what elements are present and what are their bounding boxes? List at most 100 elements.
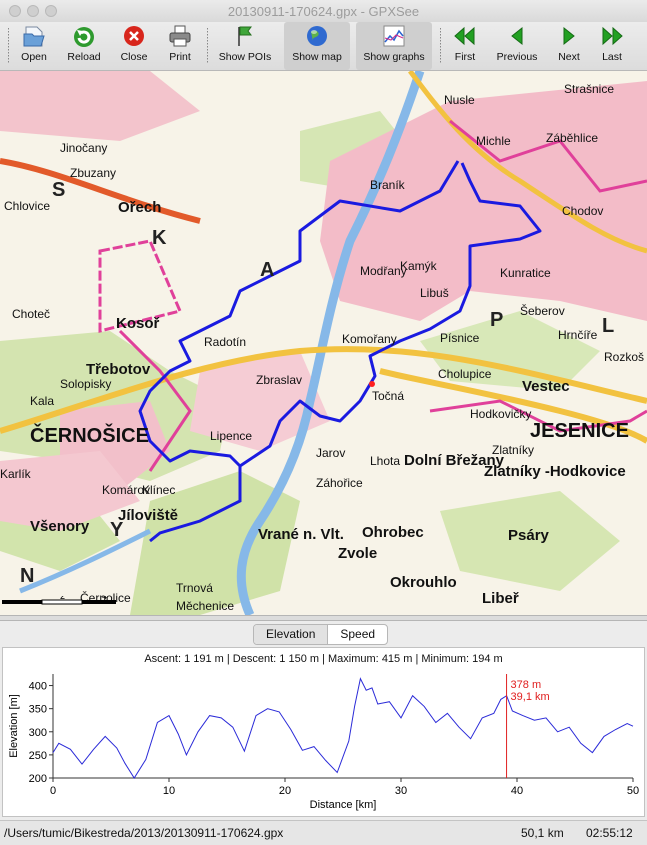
last-icon xyxy=(602,26,623,46)
total-distance: 50,1 km xyxy=(521,826,564,840)
map-label: Zbuzany xyxy=(70,166,117,180)
previous-button[interactable]: Previous xyxy=(493,22,541,70)
x-tick-label: 40 xyxy=(511,785,523,797)
border-line xyxy=(118,329,192,472)
map-label: Zlatníky -Hodkovice xyxy=(484,463,626,480)
map-label: Psáry xyxy=(508,527,549,544)
next-button[interactable]: Next xyxy=(552,22,586,70)
map-label: Ohrobec xyxy=(362,524,424,541)
map-label: Točná xyxy=(372,389,405,403)
map-label: Vrané n. Vlt. xyxy=(258,526,344,543)
map-label: Kunratice xyxy=(500,266,551,280)
map-label: Měchenice xyxy=(176,599,235,613)
previous-icon xyxy=(511,26,523,46)
title-bar: 20130911-170624.gpx - GPXSee xyxy=(0,0,647,23)
tab-elevation[interactable]: Elevation xyxy=(254,625,328,644)
total-time: 02:55:12 xyxy=(586,826,633,840)
previous-label: Previous xyxy=(496,51,538,63)
border-line xyxy=(429,399,647,433)
cursor-distance-label: 39,1 km xyxy=(511,691,550,703)
close-window-button[interactable] xyxy=(9,5,21,17)
elevation-graph[interactable]: Ascent: 1 191 m | Descent: 1 150 m | Max… xyxy=(2,647,645,817)
forest-area xyxy=(130,471,300,615)
position-marker xyxy=(369,381,375,387)
map-label: Trnová xyxy=(176,581,213,595)
y-tick-label: 200 xyxy=(29,773,47,785)
status-bar: /Users/tumic/Bikestreda/2013/20130911-17… xyxy=(0,820,647,845)
zoom-window-button[interactable] xyxy=(45,5,57,17)
border-line xyxy=(98,239,183,333)
tab-speed[interactable]: Speed xyxy=(327,625,387,644)
show-map-label: Show map xyxy=(292,51,342,63)
map-label: Modřany xyxy=(360,264,407,278)
river xyxy=(236,71,425,615)
toolbar: Open Reload Close Print Show POIs xyxy=(0,22,647,71)
river xyxy=(19,528,152,594)
toolbar-separator xyxy=(440,28,441,64)
close-icon xyxy=(124,26,144,46)
map-label: Cholupice xyxy=(438,367,492,381)
map-canvas xyxy=(0,71,647,615)
last-button[interactable]: Last xyxy=(595,22,629,70)
scale-label: 4 xyxy=(102,596,107,601)
map-label: Libuš xyxy=(420,286,449,300)
map-view[interactable]: Jinočany Zbuzany Ořech Chlovice Choteč K… xyxy=(0,71,647,615)
x-axis-label: Distance [km] xyxy=(310,799,377,811)
globe-icon xyxy=(307,26,327,46)
map-scale-bar: 2 4 xyxy=(2,596,116,605)
map-label: Karlík xyxy=(0,467,31,481)
y-axis-label: Elevation [m] xyxy=(8,694,20,758)
first-button[interactable]: First xyxy=(448,22,482,70)
map-label: ČERNOŠICE xyxy=(30,425,149,447)
show-pois-button[interactable]: Show POIs xyxy=(216,22,274,70)
map-label: Písnice xyxy=(440,331,480,345)
map-label: Vestec xyxy=(522,378,570,395)
splitter-handle[interactable] xyxy=(0,615,647,621)
region-letter: P xyxy=(490,309,504,331)
open-button[interactable]: Open xyxy=(14,22,54,70)
print-button[interactable]: Print xyxy=(160,22,200,70)
toolbar-separator xyxy=(207,28,208,64)
urban-area xyxy=(190,351,330,451)
map-label: Lipence xyxy=(210,429,253,443)
map-label: Zlatníky xyxy=(492,443,535,457)
urban-area xyxy=(0,71,200,141)
map-label: Třebotov xyxy=(86,361,151,378)
map-label: JESENICE xyxy=(530,420,629,442)
forest-area xyxy=(440,491,620,591)
show-graphs-button[interactable]: Show graphs xyxy=(356,22,432,70)
highway xyxy=(408,71,647,254)
first-label: First xyxy=(454,51,476,63)
close-button[interactable]: Close xyxy=(114,22,154,70)
scale-label: 2 xyxy=(60,596,65,601)
region-letter: L xyxy=(602,315,615,337)
x-tick-label: 0 xyxy=(50,785,56,797)
map-label: Kala xyxy=(30,394,55,408)
map-label: Šeberov xyxy=(520,304,565,318)
map-label: Jarov xyxy=(316,446,346,460)
y-tick-label: 300 xyxy=(29,727,47,739)
reload-icon xyxy=(74,27,94,47)
minimize-window-button[interactable] xyxy=(27,5,39,17)
close-label: Close xyxy=(120,51,148,63)
map-label: Chodov xyxy=(562,204,604,218)
open-label: Open xyxy=(21,51,47,63)
x-tick-label: 50 xyxy=(627,785,639,797)
maximum-label: Maximum: xyxy=(328,653,379,665)
map-label: Libeř xyxy=(482,590,519,607)
show-map-button[interactable]: Show map xyxy=(284,22,350,70)
border-line xyxy=(449,119,647,193)
region-letter: K xyxy=(152,227,167,249)
elevation-chart: 200 250 300 350 400 0 10 20 30 40 50 Distance [km] E… xyxy=(8,674,639,811)
ascent-label: Ascent: xyxy=(144,653,181,665)
region-letter: N xyxy=(20,565,35,587)
x-tick-label: 30 xyxy=(395,785,407,797)
y-tick-label: 400 xyxy=(29,681,47,693)
maximum-value: 415 m xyxy=(381,653,413,665)
gpx-track xyxy=(149,466,242,543)
reload-button[interactable]: Reload xyxy=(62,22,106,70)
map-label: Radotín xyxy=(204,335,247,349)
map-label: Hrnčíře xyxy=(558,328,598,342)
region-letter: Y xyxy=(110,519,124,541)
descent-label: Descent: xyxy=(232,653,277,665)
